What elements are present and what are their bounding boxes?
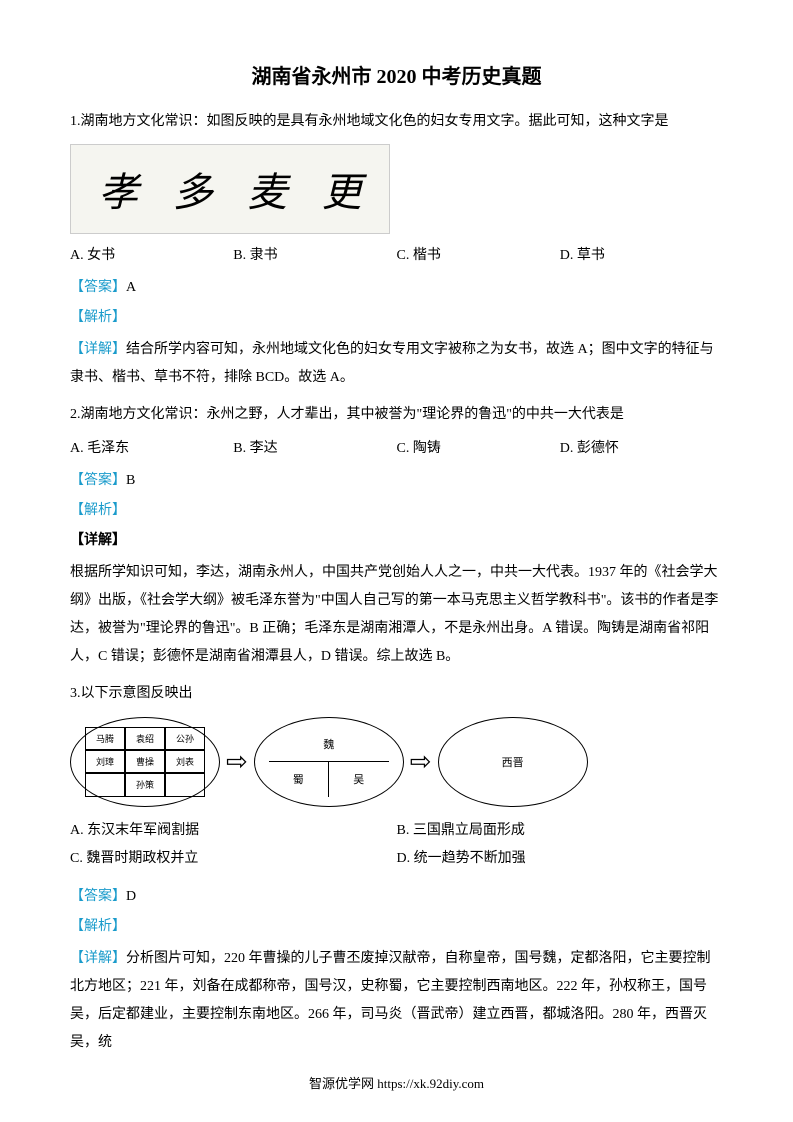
- tri-bl: 蜀: [269, 762, 329, 797]
- q1-options: A. 女书 B. 隶书 C. 楷书 D. 草书: [70, 244, 723, 264]
- q1-detail-prefix: 【详解】: [70, 342, 126, 357]
- tri-top: 魏: [269, 727, 389, 762]
- q2-analysis-label: 【解析】: [70, 499, 723, 519]
- q3-option-c: C. 魏晋时期政权并立: [70, 845, 397, 873]
- diagram-ellipse-3: 西晋: [438, 717, 588, 807]
- q2-answer-label: 【答案】: [70, 473, 126, 488]
- q1-answer-label: 【答案】: [70, 280, 126, 295]
- q3-detail-text: 分析图片可知，220 年曹操的儿子曹丕废掉汉献帝，自称皇帝，国号魏，定都洛阳，它…: [70, 951, 711, 1050]
- q3-option-d: D. 统一趋势不断加强: [397, 845, 724, 873]
- q3-option-b: B. 三国鼎立局面形成: [397, 817, 724, 845]
- q2-option-d: D. 彭德怀: [560, 437, 723, 457]
- q2-detail: 根据所学知识可知，李达，湖南永州人，中国共产党创始人人之一，中共一大代表。193…: [70, 559, 723, 671]
- q1-analysis-label: 【解析】: [70, 306, 723, 326]
- q3-detail: 【详解】分析图片可知，220 年曹操的儿子曹丕废掉汉献帝，自称皇帝，国号魏，定都…: [70, 945, 723, 1057]
- q1-option-c: C. 楷书: [397, 244, 560, 264]
- q3-detail-prefix: 【详解】: [70, 951, 126, 966]
- q2-options: A. 毛泽东 B. 李达 C. 陶铸 D. 彭德怀: [70, 437, 723, 457]
- q1-stem: 1.湖南地方文化常识：如图反映的是具有永州地域文化色的妇女专用文字。据此可知，这…: [70, 109, 723, 134]
- grid-cell: [85, 773, 125, 796]
- q2-answer-line: 【答案】B: [70, 469, 723, 489]
- glyph-3: 麦: [247, 160, 287, 218]
- q1-image: 孝 多 麦 更: [70, 144, 390, 234]
- glyph-4: 更: [322, 160, 362, 218]
- arrow-icon: ⇨: [226, 747, 248, 777]
- grid-cell: [165, 773, 205, 796]
- q3-option-a: A. 东汉末年军阀割据: [70, 817, 397, 845]
- q2-option-a: A. 毛泽东: [70, 437, 233, 457]
- grid-cell: 袁绍: [125, 727, 165, 750]
- grid-cell: 曹操: [125, 750, 165, 773]
- page-footer: 智源优学网 https://xk.92diy.com: [0, 1073, 793, 1092]
- q2-option-c: C. 陶铸: [397, 437, 560, 457]
- q2-option-b: B. 李达: [233, 437, 396, 457]
- diagram-grid: 马腾 袁绍 公孙 刘璋 曹操 刘表 孙策: [85, 727, 205, 797]
- grid-cell: 公孙: [165, 727, 205, 750]
- q3-stem: 3.以下示意图反映出: [70, 681, 723, 706]
- q3-diagram: 马腾 袁绍 公孙 刘璋 曹操 刘表 孙策 ⇨ 魏 蜀 吴 ⇨ 西晋: [70, 717, 723, 807]
- page-title: 湖南省永州市 2020 中考历史真题: [70, 60, 723, 89]
- q2-detail-label: 【详解】: [70, 529, 723, 549]
- arrow-icon: ⇨: [410, 747, 432, 777]
- q1-answer: A: [126, 280, 136, 295]
- q3-answer-label: 【答案】: [70, 889, 126, 904]
- q3-answer-line: 【答案】D: [70, 885, 723, 905]
- q1-option-d: D. 草书: [560, 244, 723, 264]
- tri-br: 吴: [329, 762, 389, 797]
- q2-answer: B: [126, 473, 135, 488]
- diagram-ellipse-1: 马腾 袁绍 公孙 刘璋 曹操 刘表 孙策: [70, 717, 220, 807]
- q3-analysis-label: 【解析】: [70, 915, 723, 935]
- grid-cell: 刘表: [165, 750, 205, 773]
- grid-cell: 刘璋: [85, 750, 125, 773]
- q1-detail: 【详解】结合所学内容可知，永州地域文化色的妇女专用文字被称之为女书，故选 A；图…: [70, 336, 723, 392]
- grid-cell: 马腾: [85, 727, 125, 750]
- glyph-1: 孝: [98, 160, 138, 218]
- glyph-2: 多: [173, 160, 213, 218]
- q1-option-a: A. 女书: [70, 244, 233, 264]
- q2-stem: 2.湖南地方文化常识：永州之野，人才辈出，其中被誉为"理论界的鲁迅"的中共一大代…: [70, 402, 723, 427]
- diagram-ellipse-2: 魏 蜀 吴: [254, 717, 404, 807]
- grid-cell: 孙策: [125, 773, 165, 796]
- q1-detail-text: 结合所学内容可知，永州地域文化色的妇女专用文字被称之为女书，故选 A；图中文字的…: [70, 342, 714, 385]
- q3-options: A. 东汉末年军阀割据 B. 三国鼎立局面形成 C. 魏晋时期政权并立 D. 统…: [70, 817, 723, 873]
- q1-answer-line: 【答案】A: [70, 276, 723, 296]
- q1-option-b: B. 隶书: [233, 244, 396, 264]
- q3-answer: D: [126, 889, 136, 904]
